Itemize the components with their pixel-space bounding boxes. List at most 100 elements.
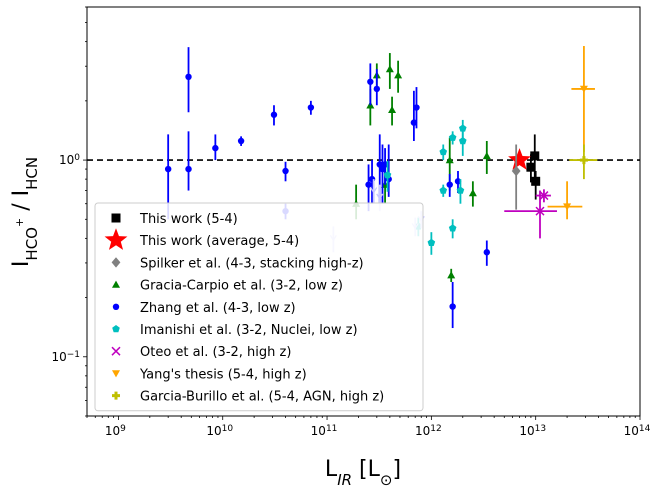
marker — [385, 65, 394, 73]
series-5 — [383, 119, 467, 255]
data-point — [448, 219, 457, 239]
marker — [270, 111, 278, 118]
legend-entry: Yang's thesis (5-4, high z) — [112, 367, 307, 382]
data-point — [427, 232, 436, 255]
y-tick-label: 100 — [59, 153, 80, 168]
x-tick-label: 1013 — [519, 424, 546, 439]
marker — [448, 133, 457, 141]
legend-marker — [111, 213, 121, 223]
data-point — [504, 190, 557, 239]
x-tick-label: 1011 — [311, 424, 338, 439]
data-point — [447, 268, 456, 282]
data-point — [439, 144, 448, 161]
x-tick-label: 1014 — [624, 424, 651, 439]
marker — [212, 144, 219, 152]
plot-frame — [86, 6, 641, 417]
marker — [539, 191, 549, 201]
data-point — [511, 144, 521, 210]
legend-entry: Gracia-Carpio et al. (3-2, low z) — [112, 279, 343, 294]
data-point — [483, 240, 491, 266]
marker — [367, 78, 374, 85]
x-tick-label: 1010 — [206, 424, 233, 439]
legend-marker — [112, 391, 120, 400]
y-axis-ticks: 10−1 100 — [51, 6, 87, 417]
series-2 — [511, 144, 521, 210]
marker — [445, 156, 454, 164]
legend-entry: Zhang et al. (4-3, low z) — [112, 301, 296, 316]
x-tick-label: 1012 — [415, 424, 442, 439]
marker — [185, 165, 192, 173]
data-point — [458, 119, 467, 138]
marker — [376, 161, 383, 168]
marker — [449, 303, 456, 310]
data-point — [547, 181, 583, 220]
data-point — [571, 46, 595, 152]
marker — [447, 271, 456, 279]
legend-label: Zhang et al. (4-3, low z) — [140, 301, 296, 316]
data-point — [448, 131, 457, 145]
data-point — [373, 69, 381, 106]
legend-entry: Spilker et al. (4-3, stacking high-z) — [111, 256, 364, 271]
marker — [370, 187, 378, 194]
series-7 — [547, 46, 595, 220]
data-point — [526, 154, 536, 183]
data-point — [508, 148, 531, 170]
legend-marker — [111, 257, 121, 268]
marker — [458, 137, 467, 145]
marker — [394, 71, 403, 79]
marker — [456, 186, 465, 194]
legend-entry: Imanishi et al. (3-2, Nuclei, low z) — [112, 323, 358, 338]
data-point — [282, 161, 289, 182]
legend-marker — [104, 228, 128, 250]
legend-label: This work (5-4) — [139, 212, 238, 227]
marker — [563, 203, 572, 211]
x-axis-label: LIR [L⊙] — [325, 457, 401, 487]
marker — [383, 170, 392, 179]
data-point — [385, 53, 394, 89]
marker — [579, 85, 588, 93]
data-point — [456, 179, 465, 204]
legend-marker — [111, 346, 121, 356]
data-point — [394, 60, 403, 93]
marker — [439, 186, 448, 194]
legend-marker — [112, 370, 120, 378]
data-point — [388, 96, 397, 126]
x-tick-label: 109 — [105, 424, 126, 439]
legend-label: Gracia-Carpio et al. (3-2, low z) — [140, 279, 343, 294]
marker — [410, 119, 418, 126]
series-6 — [504, 189, 557, 239]
data-point — [449, 281, 456, 329]
marker — [413, 104, 420, 111]
data-point — [383, 160, 392, 192]
marker — [483, 249, 491, 256]
marker — [307, 104, 315, 111]
data-point — [212, 134, 219, 161]
marker — [526, 162, 536, 172]
data-point — [569, 144, 598, 180]
marker — [530, 151, 540, 161]
legend-box — [94, 202, 424, 412]
legend-label: Yang's thesis (5-4, high z) — [139, 367, 307, 382]
data-point — [413, 87, 420, 129]
marker — [388, 105, 397, 114]
marker — [448, 224, 457, 232]
x-axis-ticks: 109 1010 1011 1012 1013 1014 — [86, 416, 651, 439]
legend-label: Imanishi et al. (3-2, Nuclei, low z) — [140, 323, 358, 338]
data-points — [164, 46, 598, 329]
series-8 — [569, 144, 598, 180]
marker — [164, 165, 172, 173]
data-point — [446, 173, 453, 197]
data-point — [185, 131, 192, 191]
marker — [579, 156, 588, 165]
data-point — [237, 136, 245, 146]
legend-entry: This work (5-4) — [111, 212, 238, 227]
legend-label: Garcia-Burillo et al. (5-4, AGN, high z) — [140, 390, 384, 405]
legend-entry: This work (average, 5-4) — [104, 228, 299, 250]
marker — [237, 137, 245, 145]
legend-entry: Oteo et al. (3-2, high z) — [111, 345, 291, 360]
data-point — [482, 141, 491, 174]
data-point — [535, 189, 551, 203]
legend-label: Spilker et al. (4-3, stacking high-z) — [140, 256, 364, 271]
marker — [458, 124, 467, 132]
